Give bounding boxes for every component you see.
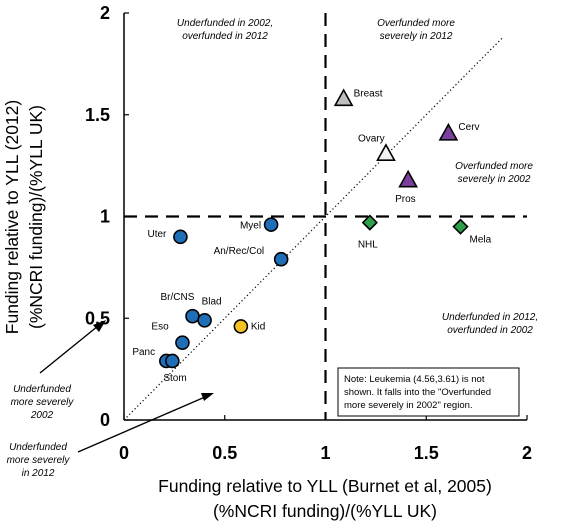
- y-axis-title-line-1: Funding relative to YLL (2012): [2, 100, 22, 334]
- point-mela: [452, 218, 469, 235]
- point-nhl: [361, 214, 378, 231]
- annotation-left-lower: Underfunded: [9, 442, 67, 453]
- point-label-myel: Myel: [240, 221, 261, 232]
- note-box-frame: [337, 367, 520, 417]
- x-tick-group: 0 0.5 1 1.5 2: [119, 415, 532, 463]
- point-stom: [165, 353, 180, 369]
- arrow-upper-line: [39, 325, 99, 374]
- point-label-eso: Eso: [151, 322, 169, 333]
- point-kid: [233, 319, 249, 334]
- y-tick-label: 1: [100, 207, 110, 227]
- data-points: Breast Ovary Cerv Pros NHL Mela Myel Uter An/Rec…: [132, 88, 492, 384]
- point-label-cerv: Cerv: [458, 122, 479, 133]
- point-eso: [175, 335, 190, 350]
- x-tick-label: 0.5: [212, 443, 237, 463]
- y-tick-label: 1.5: [85, 105, 110, 125]
- note-text-line: more severely in 2002" region.: [344, 400, 473, 411]
- annotation-bottom-right: Underfunded in 2012,: [442, 312, 538, 323]
- point-br-cns: [185, 308, 200, 324]
- arrow-upper-head: [93, 320, 106, 332]
- annotation-left-lower: more severely: [7, 455, 71, 466]
- annotation-top-left: Underfunded in 2002,: [177, 18, 273, 29]
- point-label-kid: Kid: [251, 321, 265, 332]
- point-myel: [263, 217, 279, 232]
- point-label-panc: Panc: [132, 347, 155, 358]
- point-label-an-rec-col: An/Rec/Col: [214, 246, 265, 257]
- note-box: Note: Leukemia (4.56,3.61) is not shown. …: [337, 367, 520, 417]
- point-label-pros: Pros: [395, 194, 416, 205]
- annotation-left-lower: in 2012: [22, 468, 55, 479]
- annotation-bottom-right: overfunded in 2002: [447, 325, 533, 336]
- point-label-blad: Blad: [202, 296, 222, 307]
- arrow-lower-line: [77, 396, 206, 453]
- point-uter: [173, 229, 188, 245]
- point-label-ovary: Ovary: [358, 133, 385, 144]
- annotation-left-upper: 2002: [30, 410, 54, 421]
- point-label-nhl: NHL: [358, 240, 378, 251]
- point-label-stom: Stom: [163, 373, 186, 384]
- point-breast: [333, 88, 354, 107]
- annotation-top-left: overfunded in 2012: [182, 31, 268, 42]
- diagonal-reference-line: [123, 36, 504, 421]
- note-text-line: shown. It falls into the "Overfunded: [344, 387, 491, 398]
- y-axis-title-line-2: (%NCRI funding)/(%YLL UK): [26, 105, 46, 329]
- x-tick-label: 1: [320, 443, 330, 463]
- axis-titles: Funding relative to YLL (Burnet et al, 2…: [2, 100, 492, 521]
- point-label-breast: Breast: [354, 88, 383, 99]
- x-tick-label: 0: [119, 443, 129, 463]
- point-blad: [197, 312, 212, 328]
- point-an-rec-col: [273, 251, 289, 267]
- note-text-line: Note: Leukemia (4.56,3.61) is not: [344, 374, 485, 385]
- point-label-br-cns: Br/CNS: [161, 292, 195, 303]
- point-label-uter: Uter: [148, 229, 168, 240]
- y-tick-label: 2: [100, 3, 110, 23]
- arrow-lower-head: [201, 393, 214, 401]
- y-tick-label: 0: [100, 410, 110, 430]
- point-pros: [398, 169, 418, 188]
- x-tick-label: 2: [522, 443, 532, 463]
- x-tick-label: 1.5: [414, 443, 439, 463]
- annotation-mid-right: Overfunded more: [455, 161, 533, 172]
- annotation-top-right: severely in 2012: [380, 31, 453, 42]
- x-axis-title-line-2: (%NCRI funding)/(%YLL UK): [213, 501, 437, 521]
- point-ovary: [376, 143, 396, 162]
- region-annotations: Underfunded in 2002, overfunded in 2012 Ov…: [7, 18, 539, 479]
- annotation-left-upper: more severely: [11, 397, 75, 408]
- annotation-top-right: Overfunded more: [377, 18, 455, 29]
- annotation-mid-right: severely in 2002: [458, 174, 531, 185]
- point-cerv: [438, 122, 459, 141]
- reference-lines: [123, 13, 527, 421]
- annotation-left-upper: Underfunded: [13, 384, 71, 395]
- point-label-mela: Mela: [470, 235, 492, 246]
- x-axis-title-line-1: Funding relative to YLL (Burnet et al, 2…: [158, 476, 492, 496]
- y-tick-group: 00.511.52: [85, 3, 129, 430]
